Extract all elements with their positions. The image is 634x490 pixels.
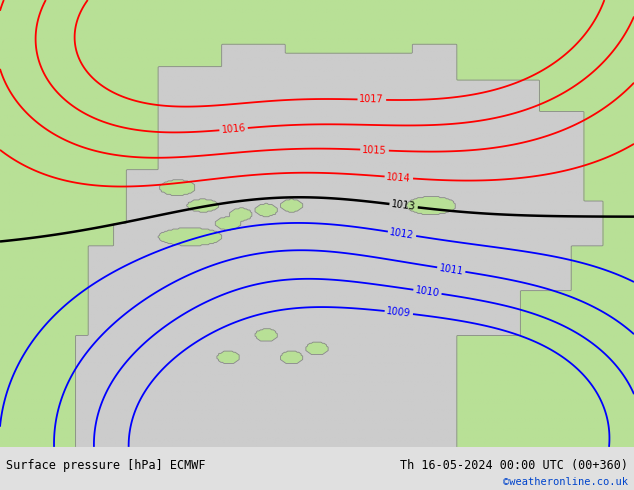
Text: 1016: 1016 bbox=[221, 123, 246, 135]
Text: 1010: 1010 bbox=[415, 285, 440, 298]
Text: 1012: 1012 bbox=[389, 227, 415, 241]
Text: ©weatheronline.co.uk: ©weatheronline.co.uk bbox=[503, 477, 628, 487]
Text: 1017: 1017 bbox=[359, 95, 384, 105]
Text: 1009: 1009 bbox=[386, 306, 411, 319]
Text: Th 16-05-2024 00:00 UTC (00+360): Th 16-05-2024 00:00 UTC (00+360) bbox=[399, 459, 628, 472]
Text: 1013: 1013 bbox=[391, 199, 417, 212]
Text: Surface pressure [hPa] ECMWF: Surface pressure [hPa] ECMWF bbox=[6, 459, 206, 472]
Text: 1011: 1011 bbox=[438, 263, 464, 276]
Text: 1015: 1015 bbox=[362, 145, 387, 155]
Text: 1014: 1014 bbox=[386, 172, 411, 183]
